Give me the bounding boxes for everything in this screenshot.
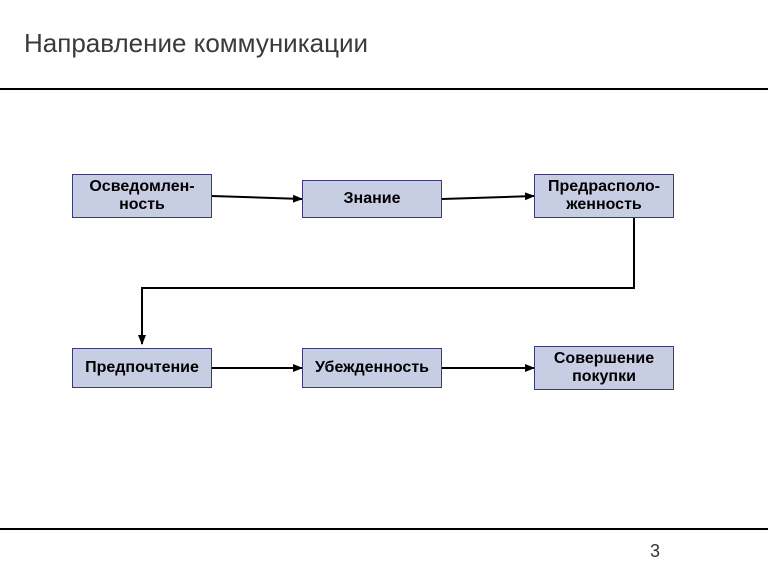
top-rule bbox=[0, 88, 768, 90]
bottom-rule bbox=[0, 528, 768, 530]
edge-n2-n3 bbox=[442, 196, 534, 199]
flow-node-n6: Совершениепокупки bbox=[534, 346, 674, 390]
flow-node-n5: Убежденность bbox=[302, 348, 442, 388]
page-number: 3 bbox=[650, 541, 660, 562]
edge-n3-n4 bbox=[142, 218, 634, 344]
edge-n1-n2 bbox=[212, 196, 302, 199]
flow-arrows bbox=[0, 0, 768, 576]
flow-node-n4: Предпочтение bbox=[72, 348, 212, 388]
flow-node-n2: Знание bbox=[302, 180, 442, 218]
flow-node-n3: Предрасполо-женность bbox=[534, 174, 674, 218]
flow-node-n1: Осведомлен-ность bbox=[72, 174, 212, 218]
slide-title: Направление коммуникации bbox=[24, 28, 368, 59]
